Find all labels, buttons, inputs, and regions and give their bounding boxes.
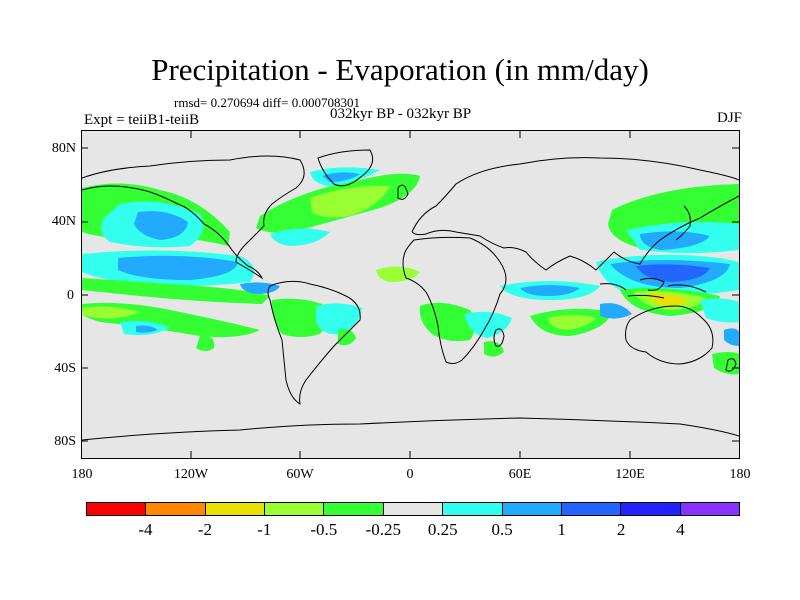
colorbar-swatch — [87, 503, 147, 515]
field-npac-blue — [134, 211, 188, 240]
coast-africa — [402, 236, 507, 365]
colorbar-swatch — [324, 503, 384, 515]
colorbar-label: -4 — [138, 520, 153, 539]
colorbar-label: -0.25 — [365, 520, 401, 539]
field-natl-trop-green — [376, 266, 420, 282]
coast-eurasia — [411, 157, 739, 271]
pme-anomaly-fields — [82, 167, 739, 375]
field-natl-blue — [322, 172, 360, 182]
lon-label-0: 0 — [406, 467, 414, 482]
field-itcz-blue — [118, 255, 238, 280]
field-samerica-green — [271, 298, 327, 337]
map-title: Precipitation - Evaporation (in mm/day) — [151, 52, 649, 87]
field-swpac-green — [712, 352, 739, 375]
coast-japan — [675, 205, 691, 241]
colorbar-label: 4 — [676, 520, 685, 539]
colorbar-swatch — [146, 503, 206, 515]
coast-australia — [625, 305, 714, 365]
field-spcz-yellowgreen — [82, 306, 140, 319]
field-africa-green — [419, 302, 475, 342]
field-swpac-cyan — [700, 298, 739, 323]
lat-label-80n: 80N — [51, 141, 76, 156]
coast-south-america — [267, 280, 361, 405]
coastlines — [82, 149, 739, 441]
colorbar — [86, 502, 740, 516]
lat-label-0: 0 — [67, 288, 74, 303]
lat-label-80s: 80S — [54, 434, 76, 449]
stats-line: rmsd= 0.270694 diff= 0.000708301 — [174, 95, 360, 110]
colorbar-label: 1 — [557, 520, 566, 539]
axis-ticks — [81, 131, 739, 458]
field-swpac-blue — [724, 328, 739, 346]
colorbar-swatch — [680, 503, 739, 515]
colorbar-label: -1 — [257, 520, 272, 539]
colorbar-label: -2 — [197, 520, 212, 539]
lon-label-180w: 180 — [71, 467, 93, 482]
colorbar-label: 0.25 — [427, 520, 458, 539]
season-label: DJF — [716, 110, 742, 126]
field-se-green — [196, 335, 215, 351]
field-madagascar-green — [484, 341, 504, 357]
field-spac-blue — [136, 325, 158, 333]
colorbar-swatch — [205, 503, 266, 515]
field-atl-cyan — [270, 228, 330, 246]
colorbar-swatch — [502, 503, 562, 515]
colorbar-swatch — [265, 503, 325, 515]
lat-label-40n: 40N — [51, 214, 76, 229]
coast-greenland — [317, 149, 374, 187]
colorbar-swatch — [561, 503, 622, 515]
colorbar-swatch — [383, 503, 444, 515]
lon-label-180e: 180 — [729, 467, 751, 482]
field-mc-south-blue — [600, 303, 632, 319]
period-label: 032kyr BP - 032kyr BP — [330, 106, 472, 122]
field-mc-darkblue — [636, 264, 710, 282]
coast-uk — [397, 184, 409, 200]
coast-north-america — [82, 155, 305, 280]
experiment-label: Expt = teiiB1-teiiB — [84, 112, 200, 128]
coast-antarctica — [82, 417, 739, 441]
colorbar-label: -0.5 — [310, 520, 338, 539]
lon-label-120e: 120E — [615, 467, 645, 482]
field-npac-west-blue — [640, 231, 710, 250]
field-natl-trop-blue — [240, 282, 280, 294]
field-itcz-green — [82, 278, 270, 304]
field-sio-yellowgreen — [548, 315, 596, 330]
colorbar-swatch — [443, 503, 503, 515]
colorbar-label: 0.5 — [491, 520, 513, 539]
coast-madagascar — [493, 328, 505, 347]
lat-label-40s: 40S — [54, 361, 76, 376]
field-natl-yellowgreen — [310, 185, 390, 218]
field-io-blue — [520, 285, 580, 296]
colorbar-swatch — [621, 503, 681, 515]
coast-new-zealand — [725, 358, 737, 372]
lon-label-120w: 120W — [173, 467, 209, 482]
field-satl-green — [338, 329, 356, 346]
colorbar-label: 2 — [616, 520, 626, 539]
map-frame — [81, 130, 740, 459]
field-africa-cyan — [464, 311, 512, 338]
field-samerica-cyan — [316, 303, 362, 335]
lon-label-60w: 60W — [286, 467, 314, 482]
coast-indonesia — [599, 277, 707, 299]
lon-label-60e: 60E — [508, 467, 532, 482]
